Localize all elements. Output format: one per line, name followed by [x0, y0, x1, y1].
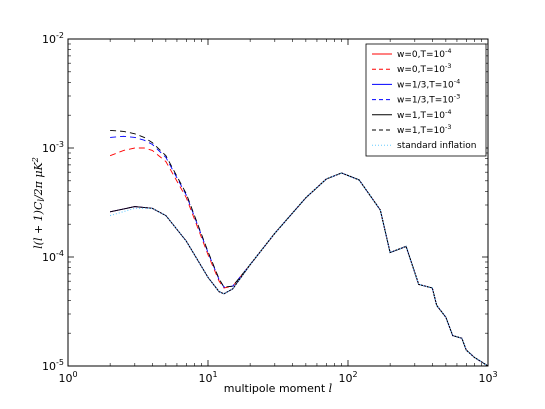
x-axis-label: multipole moment l	[224, 382, 333, 395]
x-axis-label-variable: l	[329, 382, 333, 395]
x-tick-label-2: 102	[338, 370, 357, 385]
y-tick-label-0: 10-5	[42, 358, 64, 373]
y-tick-label-1: 10-4	[42, 249, 64, 264]
x-tick-label-0: 100	[58, 370, 77, 385]
x-tick-label-3: 103	[478, 370, 497, 385]
legend-label-5: w=1,T=10-3	[397, 123, 451, 136]
legend: w=0,T=10-4 w=0,T=10-3 w=1/3,T=10-4 w=1/3,T=…	[365, 43, 487, 157]
y-tick-label-2: 10-3	[42, 140, 64, 155]
legend-label-3: w=1/3,T=10-3	[397, 93, 460, 106]
legend-label-6: standard inflation	[397, 141, 476, 151]
legend-label-4: w=1,T=10-4	[397, 108, 451, 121]
series-line-6	[109, 172, 489, 367]
plot-frame	[67, 38, 489, 367]
ticks-layer: 100 101 102 103 10-5 10-4 10-3 10-2	[42, 31, 498, 385]
legend-label-2: w=1/3,T=10-4	[397, 77, 460, 90]
y-tick-label-3: 10-2	[42, 31, 64, 46]
y-axis-label: l(l + 1)Cl/2π μK2	[31, 157, 46, 249]
series-layer	[109, 129, 489, 367]
legend-label-1: w=0,T=10-3	[397, 62, 451, 75]
series-line-5	[110, 129, 489, 367]
legend-label-0: w=0,T=10-4	[397, 47, 451, 60]
x-tick-label-1: 101	[198, 370, 217, 385]
x-axis-label-text: multipole moment	[224, 382, 329, 395]
